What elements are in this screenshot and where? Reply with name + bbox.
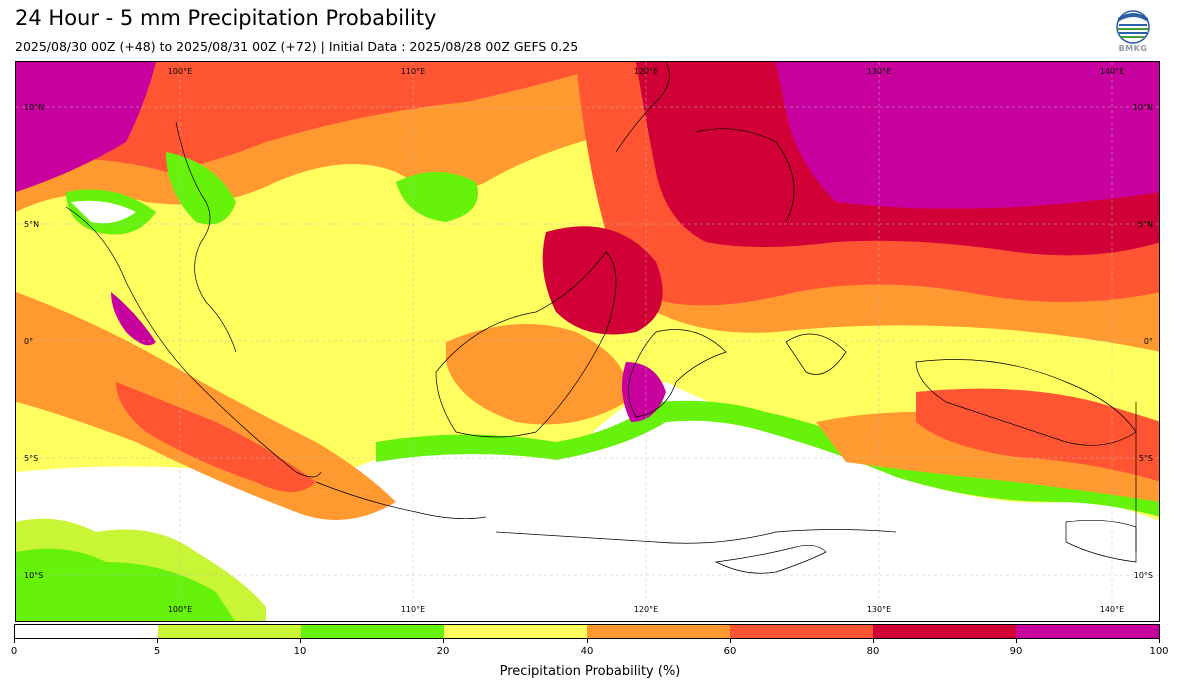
colorbar-segment bbox=[301, 625, 444, 638]
colorbar-segment bbox=[730, 625, 873, 638]
lon-label: 110°E bbox=[401, 67, 425, 76]
colorbar-tick bbox=[1159, 639, 1160, 643]
field-orange-sumatra bbox=[16, 292, 396, 520]
field-red-north bbox=[16, 62, 616, 172]
lon-labels-bottom: 100°E 110°E 120°E 130°E 140°E bbox=[168, 605, 1124, 614]
lat-label: 10°S bbox=[24, 571, 43, 580]
colorbar-segment bbox=[158, 625, 301, 638]
lat-label: 10°S bbox=[1134, 571, 1153, 580]
lon-label: 130°E bbox=[867, 605, 891, 614]
map-subtitle: 2025/08/30 00Z (+48) to 2025/08/31 00Z (… bbox=[15, 39, 579, 54]
coastlines bbox=[65, 62, 1137, 574]
lon-label: 130°E bbox=[867, 67, 891, 76]
colorbar bbox=[14, 624, 1160, 639]
field-magenta-sumatra bbox=[111, 292, 156, 346]
lon-label: 110°E bbox=[401, 605, 425, 614]
field-green-scs bbox=[396, 172, 478, 222]
field-magenta-ne bbox=[776, 62, 1159, 209]
colorbar-tick bbox=[730, 639, 731, 643]
graticule bbox=[16, 62, 1159, 621]
colorbar-segment bbox=[444, 625, 587, 638]
field-white-malaya bbox=[71, 200, 136, 224]
field-magenta-sulawesi bbox=[622, 362, 666, 422]
field-orange-borneo bbox=[446, 324, 628, 425]
lon-label: 100°E bbox=[168, 67, 192, 76]
lat-label: 0° bbox=[24, 337, 33, 346]
field-green-gulf bbox=[166, 152, 236, 225]
lat-label: 5°S bbox=[24, 454, 38, 463]
colorbar-tick-label: 40 bbox=[580, 646, 594, 657]
colorbar-tick-label: 60 bbox=[723, 646, 737, 657]
colorbar-segment bbox=[1016, 625, 1159, 638]
colorbar-tick-label: 5 bbox=[153, 646, 161, 657]
colorbar-ticks: 0 5 10 20 40 60 80 90 100 bbox=[10, 639, 1169, 659]
lat-label: 10°N bbox=[1133, 103, 1153, 112]
precipitation-map: 100°E 110°E 120°E 130°E 140°E 100°E 110°… bbox=[15, 61, 1160, 622]
logo-text: BMKG bbox=[1118, 44, 1148, 53]
lat-label: 5°N bbox=[24, 220, 39, 229]
colorbar-tick bbox=[587, 639, 588, 643]
lat-label: 5°S bbox=[1139, 454, 1153, 463]
colorbar-segment bbox=[873, 625, 1016, 638]
lon-label: 140°E bbox=[1100, 605, 1124, 614]
lat-labels-right: 10°N 5°N 0° 5°S 10°S bbox=[1133, 103, 1153, 580]
colorbar-tick bbox=[300, 639, 301, 643]
colorbar-tick bbox=[1016, 639, 1017, 643]
lon-label: 140°E bbox=[1100, 67, 1124, 76]
colorbar-tick-label: 10 bbox=[293, 646, 307, 657]
field-magenta-nw bbox=[16, 62, 156, 192]
lat-labels-left: 10°N 5°N 0° 5°S 10°S bbox=[24, 103, 44, 580]
map-title: 24 Hour - 5 mm Precipitation Probability bbox=[15, 6, 437, 30]
colorbar-label: Precipitation Probability (%) bbox=[499, 664, 681, 679]
colorbar-tick bbox=[157, 639, 158, 643]
colorbar-tick bbox=[873, 639, 874, 643]
colorbar-tick-label: 80 bbox=[866, 646, 880, 657]
lat-label: 0° bbox=[1144, 337, 1153, 346]
field-green-band bbox=[376, 400, 1159, 517]
colorbar-tick-label: 0 bbox=[10, 646, 18, 657]
field-crimson-borneo bbox=[542, 226, 663, 335]
field-white-south bbox=[16, 382, 1159, 621]
colorbar-tick bbox=[14, 639, 15, 643]
colorbar-tick-label: 100 bbox=[1149, 646, 1169, 657]
field-red-sumatra bbox=[116, 382, 316, 492]
lon-label: 100°E bbox=[168, 605, 192, 614]
colorbar-segment bbox=[15, 625, 158, 638]
map-svg: 100°E 110°E 120°E 130°E 140°E 100°E 110°… bbox=[16, 62, 1159, 621]
lon-labels-top: 100°E 110°E 120°E 130°E 140°E bbox=[168, 67, 1124, 76]
colorbar-tick bbox=[443, 639, 444, 643]
lon-label: 120°E bbox=[634, 67, 658, 76]
colorbar-tick-label: 90 bbox=[1009, 646, 1023, 657]
lat-label: 5°N bbox=[1138, 220, 1153, 229]
lat-label: 10°N bbox=[24, 103, 44, 112]
colorbar-segment bbox=[587, 625, 730, 638]
colorbar-tick-label: 20 bbox=[436, 646, 450, 657]
lon-label: 120°E bbox=[634, 605, 658, 614]
bmkg-logo-icon bbox=[1116, 10, 1150, 44]
